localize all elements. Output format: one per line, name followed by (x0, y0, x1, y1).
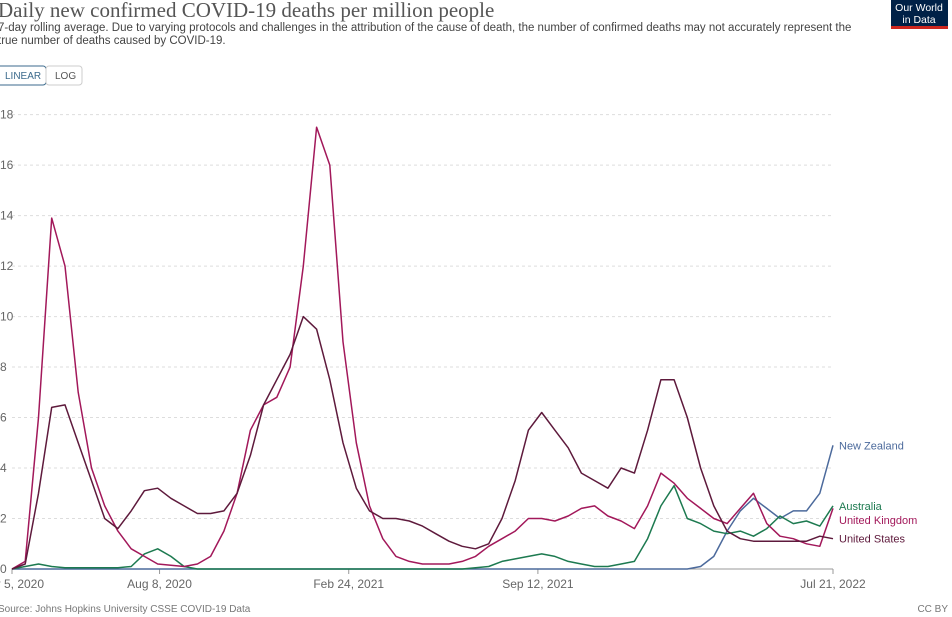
legend-label: New Zealand (839, 440, 904, 452)
x-tick-label: Jul 21, 2022 (800, 577, 866, 591)
legend-label: Australia (839, 501, 883, 513)
scale-toggle: LINEAR LOG (0, 65, 83, 86)
logo-text: in Data (902, 14, 935, 26)
logo-stripe (891, 26, 948, 29)
chart-subtitle: 7-day rolling average. Due to varying pr… (0, 22, 852, 47)
y-tick-label: 14 (0, 209, 14, 223)
y-tick-label: 8 (0, 360, 7, 374)
y-tick-label: 0 (0, 562, 7, 576)
y-tick-label: 16 (0, 158, 14, 172)
chart-title: Daily new confirmed COVID-19 deaths per … (0, 0, 494, 22)
source: Source: Johns Hopkins University CSSE CO… (0, 604, 251, 615)
logo-text: Our World (895, 2, 943, 14)
y-tick-label: 12 (0, 259, 14, 273)
logo-box (891, 0, 948, 28)
subtitle-box: 7-day rolling average. Due to varying pr… (0, 22, 852, 47)
y-tick-label: 18 (0, 108, 14, 122)
x-tick-label: Feb 24, 2021 (313, 577, 384, 591)
log-label[interactable]: LOG (55, 71, 76, 82)
y-tick-label: 4 (0, 461, 7, 475)
license: CC BY (917, 604, 948, 615)
legend-label: United States (839, 534, 906, 546)
linear-label[interactable]: LINEAR (5, 71, 41, 82)
x-tick-label: Mar 5, 2020 (0, 577, 44, 591)
x-tick-label: Sep 12, 2021 (502, 577, 574, 591)
series-line (11, 484, 834, 570)
y-tick-label: 6 (0, 411, 7, 425)
y-tick-label: 2 (0, 512, 7, 526)
log-button[interactable] (45, 65, 83, 86)
series-line (11, 126, 834, 570)
logo: Our World in Data (891, 0, 948, 29)
legend-label: United Kingdom (839, 515, 917, 527)
series-line (11, 315, 834, 570)
x-tick-label: Aug 8, 2020 (127, 577, 192, 591)
y-tick-label: 10 (0, 310, 14, 324)
